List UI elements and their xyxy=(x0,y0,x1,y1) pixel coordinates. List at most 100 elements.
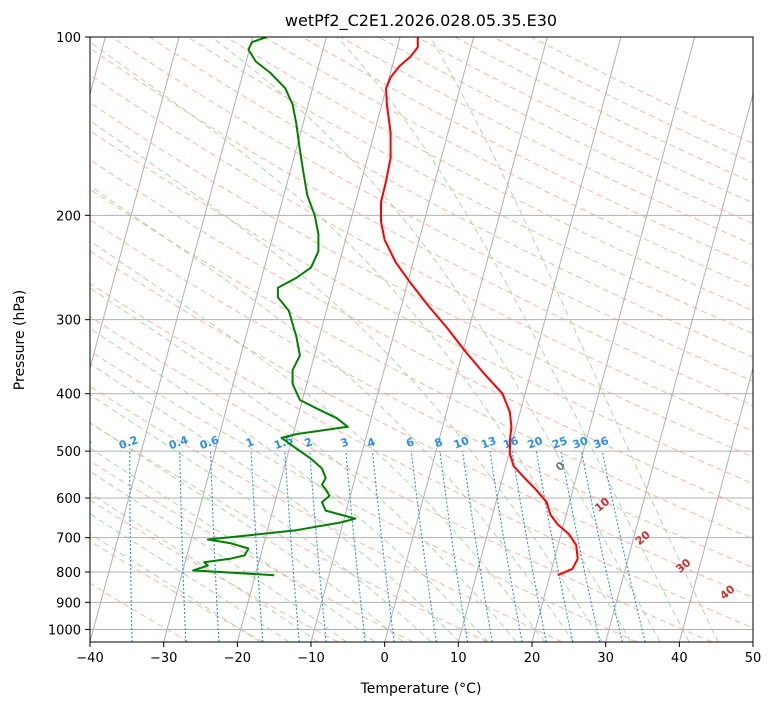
moist-adiabat-8 xyxy=(90,363,461,642)
dry-adiabat-160 xyxy=(187,37,753,335)
isotherm-0 xyxy=(384,37,548,642)
isotherm--10 xyxy=(310,37,475,642)
mixing-ratio-line-20 xyxy=(535,451,574,642)
mixing-ratio-label: 0.4 xyxy=(167,433,190,452)
x-axis-label: Temperature (°C) xyxy=(360,681,482,697)
mixing-ratio-line-6 xyxy=(410,451,437,642)
moist-adiabat-24 xyxy=(90,185,574,642)
moist-adiabat-44 xyxy=(429,37,719,642)
isotherm--20 xyxy=(236,37,401,642)
mixing-ratio-line-4 xyxy=(371,451,395,642)
x-tick-label: 10 xyxy=(450,651,467,666)
mixing-ratio-line-10 xyxy=(462,451,493,642)
dry-adiabat-180 xyxy=(263,37,753,289)
y-tick-label: 300 xyxy=(56,314,81,329)
dry-adiabat-100 xyxy=(90,130,753,485)
mixing-ratio-label: 4 xyxy=(365,435,377,450)
y-tick-label: 100 xyxy=(56,31,81,46)
dry-adiabat-220 xyxy=(416,37,753,204)
y-tick-label: 700 xyxy=(56,532,81,547)
dry-adiabat-70 xyxy=(90,219,753,569)
moist-adiabat-16 xyxy=(90,287,517,642)
mixing-ratio-label: 36 xyxy=(592,434,611,452)
mixing-ratio-label: 0.6 xyxy=(198,433,221,452)
dry-adiabat-130 xyxy=(90,47,753,407)
isotherm--50 xyxy=(90,37,180,371)
dry-adiabat-110 xyxy=(90,101,753,458)
mixing-ratio-label: 10 xyxy=(452,434,471,452)
y-tick-label: 1000 xyxy=(48,623,81,638)
y-tick-label: 800 xyxy=(56,566,81,581)
isotherm-10 xyxy=(457,37,622,642)
y-axis-label: Pressure (hPa) xyxy=(12,290,28,390)
mixing-ratio-label: 20 xyxy=(526,434,545,452)
isotherm-20 xyxy=(531,37,696,642)
y-tick-label: 500 xyxy=(56,445,81,460)
mixing-ratio-label: 16 xyxy=(501,434,520,452)
mixing-ratio-label: 0.1 xyxy=(70,433,93,452)
isotherm--40 xyxy=(90,37,254,642)
mixing-ratio-line-3 xyxy=(345,451,366,642)
dry-adiabat-30 xyxy=(90,350,638,642)
dry-adiabat-240 xyxy=(492,37,753,164)
mixing-ratio-label: 2 xyxy=(303,435,315,450)
mixing-ratio-lines xyxy=(129,450,646,642)
x-tick-label: −10 xyxy=(297,651,324,666)
temperature-profile-line xyxy=(380,37,579,577)
moist-adiabat--12 xyxy=(90,492,319,642)
mixing-ratio-label: 1 xyxy=(244,435,256,450)
mixing-ratio-label: 8 xyxy=(433,435,445,450)
dry-adiabat-40 xyxy=(90,316,712,642)
y-tick-label: 600 xyxy=(56,492,81,507)
moist-adiabat--4 xyxy=(90,447,376,642)
mixing-ratio-line-8 xyxy=(439,451,469,642)
dry-adiabat-200 xyxy=(340,37,753,246)
mixing-ratio-line-16 xyxy=(511,451,547,642)
mixing-ratio-label: 13 xyxy=(479,434,498,451)
mixing-ratio-label: 6 xyxy=(404,435,416,450)
x-tick-label: −40 xyxy=(76,651,103,666)
dry-adiabat-210 xyxy=(378,37,753,225)
y-tick-label: 400 xyxy=(56,388,81,403)
moist-adiabat-4 xyxy=(90,394,432,642)
x-tick-label: 30 xyxy=(597,651,614,666)
mixing-ratio-label: 1.5 xyxy=(272,433,295,452)
moist-adiabat-40 xyxy=(336,37,690,642)
x-axis-ticks: −40 −30 −20 −10 0 10 20 30 40 50 xyxy=(76,642,761,666)
x-tick-label: 50 xyxy=(745,651,762,666)
dry-adiabat-170 xyxy=(225,37,753,312)
moist-adiabat-0 xyxy=(90,422,404,642)
x-tick-label: −20 xyxy=(224,651,251,666)
profile-series xyxy=(192,37,579,577)
mixing-ratio-label: 0.2 xyxy=(117,433,140,452)
x-tick-label: 0 xyxy=(381,651,389,666)
moist-adiabats xyxy=(90,37,719,642)
plot-area: 0.10.20.40.611.52346810131620253036-100-… xyxy=(70,37,753,642)
moist-adiabat--8 xyxy=(90,470,347,642)
y-tick-label: 200 xyxy=(56,209,81,224)
plot-frame xyxy=(89,36,754,643)
isotherm-40 xyxy=(678,366,753,642)
x-tick-label: 20 xyxy=(524,651,541,666)
x-tick-label: 40 xyxy=(671,651,688,666)
mixing-ratio-label: 30 xyxy=(571,434,590,452)
y-tick-label: 900 xyxy=(56,596,81,611)
dry-adiabat-140 xyxy=(111,37,753,382)
dry-adiabat-150 xyxy=(149,37,753,358)
dry-adiabat-230 xyxy=(454,37,753,184)
dewpoint-profile-line xyxy=(192,37,357,577)
moist-adiabat-32 xyxy=(90,41,632,642)
mixing-ratio-line-36 xyxy=(601,450,646,642)
x-tick-label: −30 xyxy=(150,651,177,666)
mixing-ratio-line-25 xyxy=(560,451,601,642)
mixing-ratio-line-30 xyxy=(580,450,623,642)
mixing-ratio-label: 25 xyxy=(550,434,569,451)
isotherm-grid xyxy=(90,37,753,642)
moist-adiabat-20 xyxy=(90,240,546,642)
dry-adiabat-120 xyxy=(90,74,753,432)
chart-title: wetPf2_C2E1.2026.028.05.35.E30 xyxy=(285,11,557,31)
y-axis-ticks: 100 200 300 400 500 600 700 800 900 1000 xyxy=(48,31,90,638)
mixing-ratio-label: 3 xyxy=(339,435,351,450)
mixing-ratio-line-13 xyxy=(489,451,523,642)
